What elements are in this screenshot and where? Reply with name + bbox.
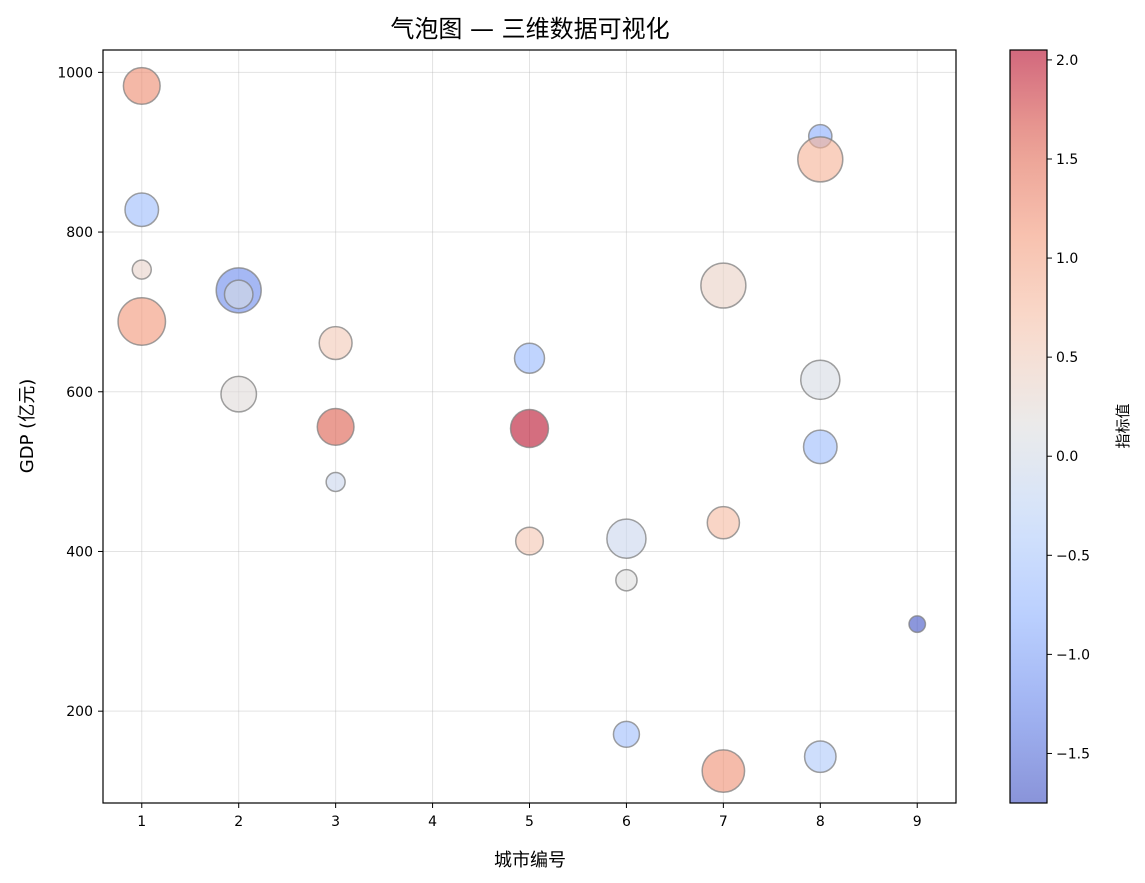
bubble-point <box>700 262 747 309</box>
y-tick-label: 1000 <box>57 65 93 81</box>
x-tick-label: 1 <box>137 814 146 830</box>
bubble-point <box>316 407 355 447</box>
y-tick-label: 600 <box>66 385 93 401</box>
bubble-point <box>701 749 746 794</box>
y-tick-label: 800 <box>66 225 93 241</box>
x-tick-label: 2 <box>234 814 243 830</box>
colorbar-tick-label: 0.0 <box>1056 449 1078 465</box>
colorbar-label: 指标值 <box>1114 403 1132 448</box>
bubble-point <box>606 518 647 559</box>
x-tick-label: 3 <box>331 814 340 830</box>
bubble-point <box>117 297 167 346</box>
bubble-point <box>514 526 545 556</box>
bubble-point <box>797 136 844 183</box>
colorbar-tick-label: −1.0 <box>1056 647 1090 663</box>
x-tick-label: 6 <box>622 814 631 830</box>
colorbar-tick-label: −1.5 <box>1056 746 1090 762</box>
colorbar-ticks: −1.5 −1.0 −0.5 0.0 0.5 1.0 1.5 2.0 <box>1047 53 1090 762</box>
bubble-point <box>122 66 161 106</box>
colorbar-tick-label: 0.5 <box>1056 350 1078 366</box>
bubble-point <box>802 429 838 465</box>
bubble-point <box>131 259 153 280</box>
colorbar-tick-label: 1.5 <box>1056 152 1078 168</box>
x-axis-ticks: 1 2 3 4 5 6 7 8 9 <box>137 803 922 830</box>
bubble-point <box>509 408 550 449</box>
x-tick-label: 7 <box>719 814 728 830</box>
bubble-point <box>803 740 837 774</box>
colorbar <box>1010 50 1047 803</box>
y-axis-ticks: 200 400 600 800 1000 <box>57 65 103 720</box>
y-axis-label: GDP (亿元) <box>17 379 38 473</box>
bubble-point <box>513 342 546 374</box>
bubble-point <box>615 568 638 592</box>
x-tick-label: 4 <box>428 814 437 830</box>
bubble-point <box>325 471 346 493</box>
bubble-point <box>612 720 641 749</box>
bubble-point <box>800 359 841 401</box>
y-tick-label: 400 <box>66 544 93 560</box>
bubble-point <box>220 375 258 413</box>
bubble-series <box>117 66 927 794</box>
x-tick-label: 5 <box>525 814 534 830</box>
bubble-point <box>318 325 353 361</box>
bubble-point <box>124 192 160 228</box>
colorbar-tick-label: 2.0 <box>1056 53 1078 69</box>
bubble-point <box>908 615 927 634</box>
x-axis-label: 城市编号 <box>494 850 566 871</box>
colorbar-frame <box>1009 49 1048 804</box>
chart-title: 气泡图 — 三维数据可视化 <box>390 15 669 43</box>
colorbar-tick-label: −0.5 <box>1056 548 1090 564</box>
bubble-point <box>223 279 254 310</box>
y-tick-label: 200 <box>66 704 93 720</box>
x-tick-label: 9 <box>913 814 922 830</box>
bubble-point <box>706 505 741 540</box>
colorbar-tick-label: 1.0 <box>1056 251 1078 267</box>
x-tick-label: 8 <box>816 814 825 830</box>
